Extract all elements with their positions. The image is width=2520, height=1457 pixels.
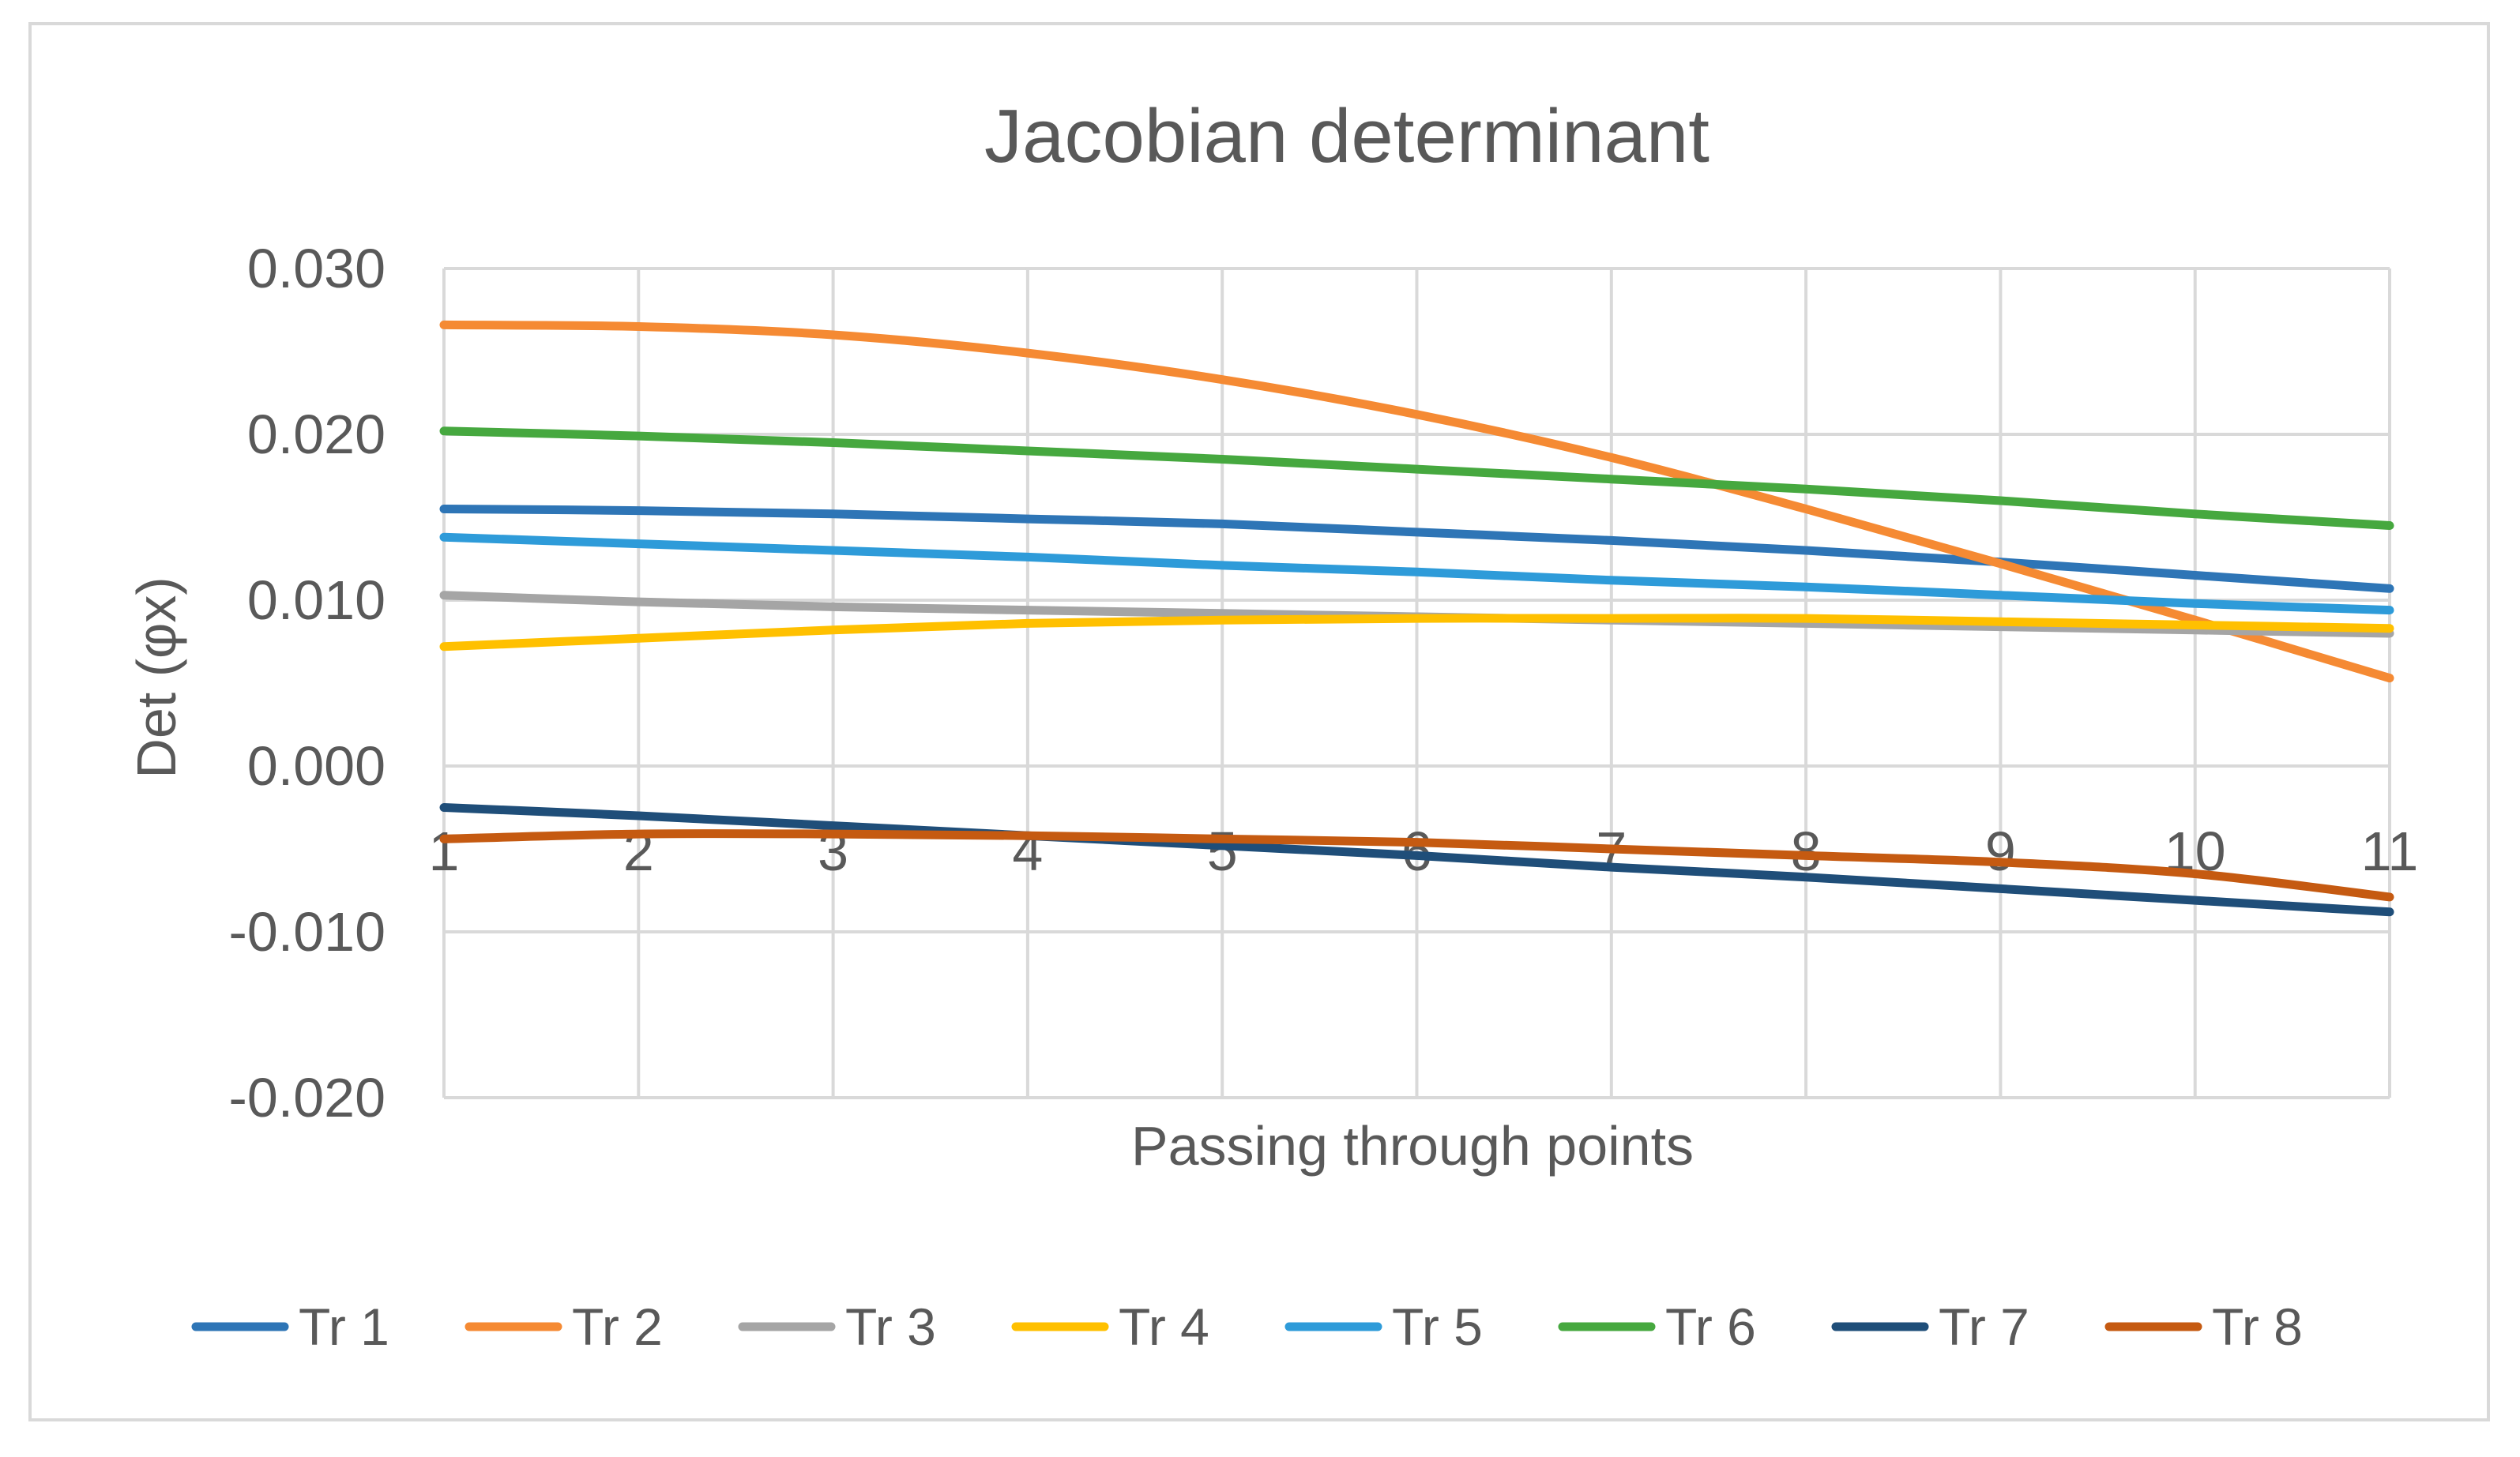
y-tick-label: 0.000 bbox=[247, 735, 386, 797]
gridlines bbox=[442, 267, 2391, 1099]
legend-item: Tr 5 bbox=[1284, 1297, 1483, 1356]
legend-label: Tr 8 bbox=[2212, 1297, 2303, 1356]
legend-item: Tr 7 bbox=[1831, 1297, 2029, 1356]
y-axis-label: Det (φx) bbox=[126, 576, 187, 778]
x-tick-label: 4 bbox=[1012, 821, 1043, 882]
series-line-tr-6 bbox=[439, 426, 2394, 530]
legend-item: Tr 6 bbox=[1558, 1297, 1756, 1356]
legend-label: Tr 4 bbox=[1119, 1297, 1209, 1356]
chart-title: Jacobian determinant bbox=[984, 94, 1709, 178]
legend-label: Tr 2 bbox=[572, 1297, 663, 1356]
y-tick-label: 0.010 bbox=[247, 569, 386, 631]
x-tick-label: 1 bbox=[429, 821, 460, 882]
legend-label: Tr 7 bbox=[1939, 1297, 2029, 1356]
series-line-tr-5 bbox=[439, 532, 2394, 615]
y-axis-tick-labels: -0.020 -0.010 0.000 0.010 0.020 0.030 bbox=[229, 238, 386, 1128]
series-line-tr-1 bbox=[439, 505, 2394, 593]
chart-border bbox=[28, 22, 2490, 1421]
series-lines bbox=[439, 320, 2394, 917]
legend-item: Tr 3 bbox=[738, 1297, 936, 1356]
legend-item: Tr 2 bbox=[465, 1297, 663, 1356]
series-line-tr-8 bbox=[439, 829, 2394, 902]
legend-item: Tr 4 bbox=[1011, 1297, 1209, 1356]
y-tick-label: -0.010 bbox=[229, 901, 386, 963]
x-axis-label: Passing through points bbox=[1131, 1115, 1694, 1177]
series-line-tr-7 bbox=[439, 803, 2394, 917]
legend-item: Tr 8 bbox=[2104, 1297, 2303, 1356]
legend-label: Tr 5 bbox=[1392, 1297, 1483, 1356]
y-tick-label: -0.020 bbox=[229, 1067, 386, 1128]
legend-label: Tr 3 bbox=[845, 1297, 936, 1356]
x-tick-label: 5 bbox=[1207, 821, 1238, 882]
series-line-tr-2 bbox=[439, 320, 2394, 683]
legend-label: Tr 6 bbox=[1665, 1297, 1756, 1356]
series-line-tr-4 bbox=[439, 614, 2394, 652]
x-tick-label: 11 bbox=[2361, 821, 2419, 882]
legend: Tr 1 Tr 2 Tr 3 Tr 4 Tr 5 Tr 6 Tr 7 Tr 8 bbox=[191, 1297, 2303, 1356]
x-tick-label: 9 bbox=[1985, 821, 2016, 882]
legend-label: Tr 1 bbox=[299, 1297, 389, 1356]
y-tick-label: 0.020 bbox=[247, 404, 386, 465]
legend-item: Tr 1 bbox=[191, 1297, 389, 1356]
y-tick-label: 0.030 bbox=[247, 238, 386, 299]
